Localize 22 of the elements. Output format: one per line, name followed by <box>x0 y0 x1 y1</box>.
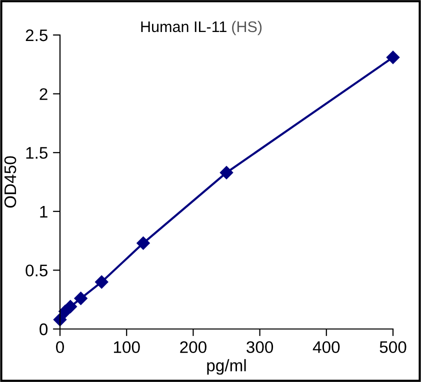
x-tick-label: 200 <box>180 341 206 354</box>
chart-subtitle: (HS) <box>232 20 262 36</box>
y-tick-label: 2 <box>40 88 48 100</box>
x-tick-label: 300 <box>246 341 274 354</box>
y-tick-label: 2.5 <box>26 29 48 42</box>
point <box>136 236 150 250</box>
y-tick-label: 1.5 <box>26 147 48 159</box>
x-tick-label: 500 <box>380 341 406 354</box>
point <box>220 166 234 180</box>
y-tick-label: 0 <box>40 323 48 336</box>
x-tick-label: 400 <box>312 341 340 354</box>
point <box>74 292 88 306</box>
x-tick-label: 0 <box>56 341 64 354</box>
y-tick-label: 1 <box>40 206 48 218</box>
point <box>64 300 77 314</box>
y-axis-title: OD450 <box>4 156 16 208</box>
y-tick-label: 0.5 <box>26 264 48 276</box>
chart-title: Human IL-11 <box>141 21 226 32</box>
x-tick-label: 100 <box>114 341 140 354</box>
point <box>386 50 400 64</box>
point <box>95 275 108 289</box>
x-axis-title: pg/ml <box>207 359 246 375</box>
